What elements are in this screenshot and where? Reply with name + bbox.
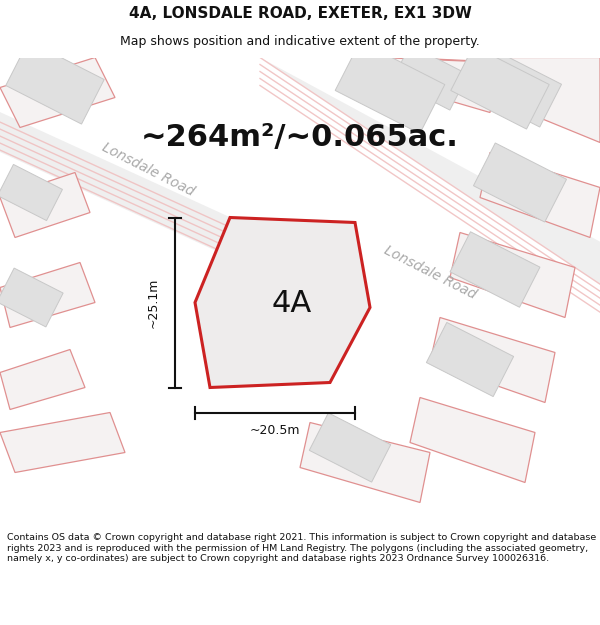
Polygon shape: [309, 413, 391, 482]
Text: ~264m²/~0.065ac.: ~264m²/~0.065ac.: [141, 123, 459, 152]
Polygon shape: [6, 41, 104, 124]
Polygon shape: [335, 41, 445, 134]
Polygon shape: [370, 58, 500, 112]
Polygon shape: [0, 268, 63, 327]
Text: Contains OS data © Crown copyright and database right 2021. This information is : Contains OS data © Crown copyright and d…: [7, 533, 596, 563]
Text: Map shows position and indicative extent of the property.: Map shows position and indicative extent…: [120, 35, 480, 48]
Polygon shape: [430, 318, 555, 402]
Polygon shape: [0, 107, 340, 308]
Text: ~25.1m: ~25.1m: [146, 278, 160, 328]
Polygon shape: [450, 232, 575, 318]
Polygon shape: [410, 398, 535, 482]
Text: Lonsdale Road: Lonsdale Road: [100, 140, 196, 199]
Polygon shape: [0, 173, 90, 238]
Polygon shape: [0, 164, 62, 221]
Polygon shape: [480, 152, 600, 238]
Polygon shape: [473, 143, 566, 222]
Polygon shape: [0, 262, 95, 328]
Polygon shape: [451, 46, 549, 129]
Polygon shape: [392, 45, 468, 110]
Polygon shape: [195, 217, 370, 388]
Text: ~20.5m: ~20.5m: [250, 424, 300, 437]
Polygon shape: [0, 349, 85, 409]
Polygon shape: [0, 58, 115, 127]
Polygon shape: [490, 58, 600, 142]
Text: 4A, LONSDALE ROAD, EXETER, EX1 3DW: 4A, LONSDALE ROAD, EXETER, EX1 3DW: [128, 6, 472, 21]
Polygon shape: [427, 322, 514, 397]
Polygon shape: [300, 422, 430, 502]
Text: 4A: 4A: [272, 289, 312, 318]
Polygon shape: [469, 48, 562, 127]
Polygon shape: [0, 412, 125, 472]
Text: Lonsdale Road: Lonsdale Road: [382, 243, 478, 302]
Polygon shape: [260, 58, 600, 298]
Polygon shape: [390, 58, 510, 112]
Polygon shape: [450, 232, 540, 308]
